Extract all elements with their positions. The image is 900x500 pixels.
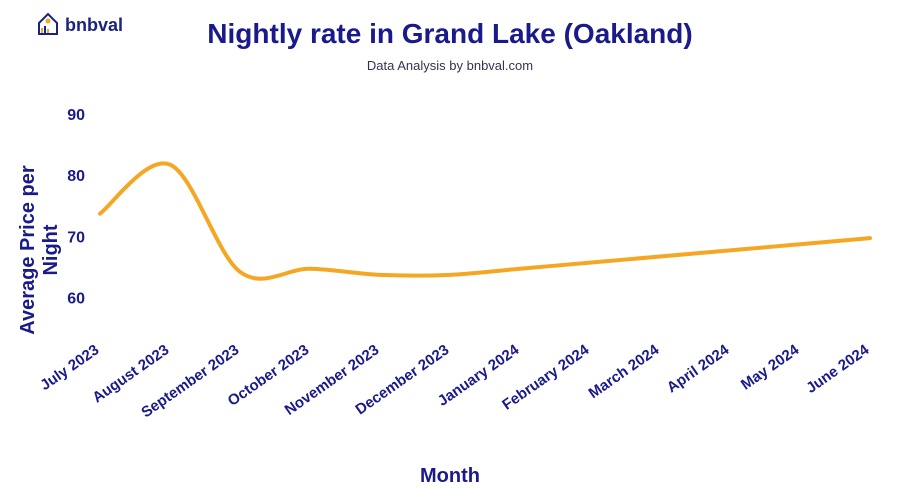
- x-tick-label: May 2024: [738, 341, 803, 394]
- y-ticks: 60 70 80 90: [67, 107, 85, 308]
- y-tick-label: 60: [67, 291, 85, 308]
- data-line: [100, 163, 870, 278]
- x-tick-label: June 2024: [803, 341, 873, 397]
- y-tick-label: 90: [67, 107, 85, 124]
- x-ticks: July 2023August 2023September 2023Octobe…: [37, 341, 873, 421]
- y-tick-label: 70: [67, 229, 85, 246]
- chart-container: bnbval Nightly rate in Grand Lake (Oakla…: [0, 0, 900, 500]
- y-tick-label: 80: [67, 168, 85, 185]
- chart-svg: 60 70 80 90 July 2023August 2023September 2…: [0, 0, 900, 500]
- x-tick-label: July 2023: [37, 341, 102, 394]
- x-tick-label: March 2024: [586, 341, 663, 402]
- x-tick-label: April 2024: [664, 341, 733, 396]
